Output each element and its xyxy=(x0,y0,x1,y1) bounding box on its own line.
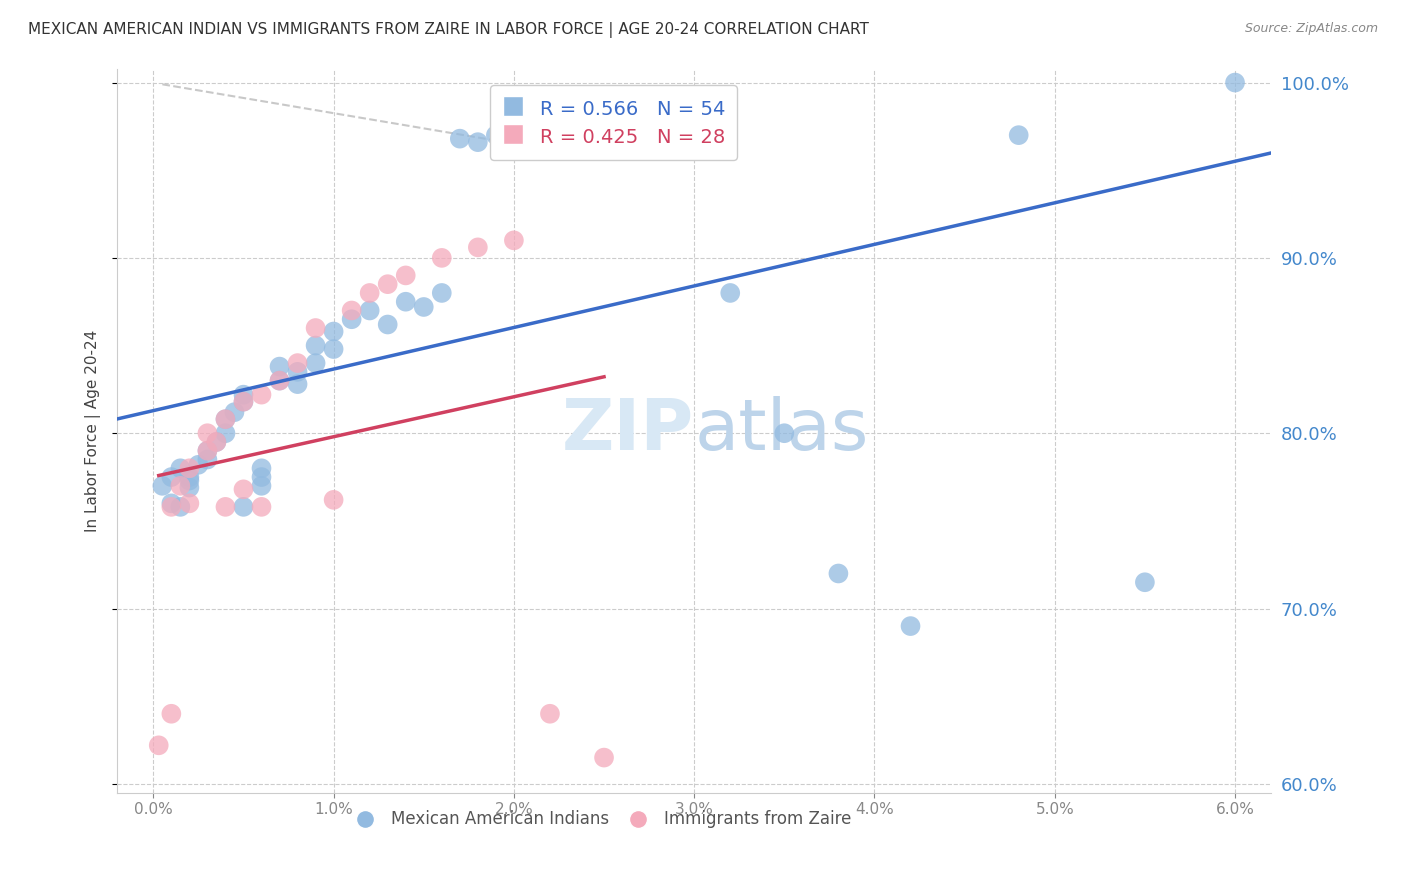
Point xyxy=(718,285,741,300)
Point xyxy=(160,500,183,514)
Point xyxy=(187,458,209,472)
Point xyxy=(214,500,236,514)
Point xyxy=(232,394,254,409)
Point xyxy=(179,496,201,510)
Text: Source: ZipAtlas.com: Source: ZipAtlas.com xyxy=(1244,22,1378,36)
Point xyxy=(900,619,922,633)
Point xyxy=(503,125,526,139)
Point xyxy=(520,121,543,136)
Point xyxy=(467,135,489,149)
Point xyxy=(304,338,326,352)
Point xyxy=(304,356,326,370)
Point xyxy=(250,500,273,514)
Point xyxy=(538,706,561,721)
Point xyxy=(179,474,201,488)
Point xyxy=(197,426,219,441)
Point xyxy=(287,356,309,370)
Point xyxy=(593,131,616,145)
Point xyxy=(197,443,219,458)
Point xyxy=(449,131,471,145)
Point xyxy=(304,321,326,335)
Point xyxy=(575,136,598,151)
Point xyxy=(287,377,309,392)
Point xyxy=(1133,575,1156,590)
Point xyxy=(214,426,236,441)
Point xyxy=(322,325,344,339)
Point xyxy=(647,131,669,145)
Point xyxy=(250,470,273,484)
Point xyxy=(1223,76,1246,90)
Point xyxy=(377,318,399,332)
Point xyxy=(160,470,183,484)
Text: atlas: atlas xyxy=(695,396,869,465)
Text: MEXICAN AMERICAN INDIAN VS IMMIGRANTS FROM ZAIRE IN LABOR FORCE | AGE 20-24 CORR: MEXICAN AMERICAN INDIAN VS IMMIGRANTS FR… xyxy=(28,22,869,38)
Point xyxy=(683,142,706,156)
Point xyxy=(224,405,246,419)
Point xyxy=(269,359,291,374)
Point xyxy=(430,285,453,300)
Point xyxy=(250,479,273,493)
Point xyxy=(340,312,363,326)
Point xyxy=(412,300,434,314)
Point xyxy=(205,434,228,449)
Point xyxy=(628,125,651,139)
Point xyxy=(322,492,344,507)
Point xyxy=(485,128,508,143)
Point xyxy=(179,461,201,475)
Point xyxy=(287,365,309,379)
Point xyxy=(232,500,254,514)
Point xyxy=(538,131,561,145)
Point xyxy=(322,342,344,356)
Point xyxy=(430,251,453,265)
Point xyxy=(232,387,254,401)
Point xyxy=(232,394,254,409)
Point xyxy=(160,706,183,721)
Legend: Mexican American Indians, Immigrants from Zaire: Mexican American Indians, Immigrants fro… xyxy=(346,804,858,835)
Point xyxy=(593,750,616,764)
Point xyxy=(169,500,191,514)
Point xyxy=(160,496,183,510)
Point xyxy=(214,412,236,426)
Point xyxy=(205,434,228,449)
Point xyxy=(467,240,489,254)
Point xyxy=(197,443,219,458)
Point xyxy=(148,739,170,753)
Point xyxy=(197,452,219,467)
Point xyxy=(250,461,273,475)
Point xyxy=(179,470,201,484)
Point xyxy=(269,374,291,388)
Point xyxy=(827,566,849,581)
Point xyxy=(395,294,418,309)
Y-axis label: In Labor Force | Age 20-24: In Labor Force | Age 20-24 xyxy=(86,329,101,532)
Point xyxy=(169,461,191,475)
Point xyxy=(377,277,399,292)
Point xyxy=(269,374,291,388)
Point xyxy=(250,387,273,401)
Point xyxy=(503,233,526,247)
Point xyxy=(232,483,254,497)
Point xyxy=(359,285,381,300)
Point xyxy=(179,481,201,495)
Point xyxy=(610,128,633,143)
Point xyxy=(340,303,363,318)
Text: ZIP: ZIP xyxy=(562,396,695,465)
Point xyxy=(169,479,191,493)
Point xyxy=(395,268,418,283)
Point xyxy=(773,426,796,441)
Point xyxy=(214,412,236,426)
Point xyxy=(359,303,381,318)
Point xyxy=(150,479,173,493)
Point xyxy=(1008,128,1031,143)
